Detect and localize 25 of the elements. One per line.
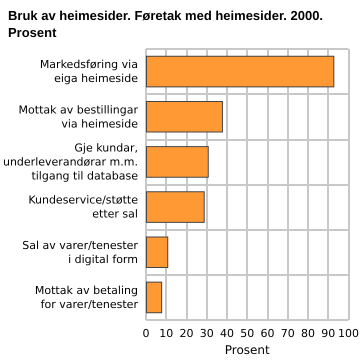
x-axis-title: Prosent [224, 343, 270, 357]
bar [146, 146, 209, 178]
bar [146, 100, 223, 133]
bar [146, 191, 205, 223]
x-tick-label: 100 [338, 327, 359, 340]
x-tick-label: 0 [142, 327, 150, 340]
x-tick-label: 70 [280, 327, 295, 340]
bar [146, 236, 168, 268]
y-tick-label: Gje kundar, underleverandørar m.m. tilgang til database [2, 141, 138, 182]
x-tick-label: 50 [240, 327, 254, 340]
y-tick-label: Mottak av betaling for varer/tenester [34, 284, 138, 311]
x-tick-label: 40 [220, 327, 234, 340]
y-tick-label: Markedsføring via eiga heimeside [40, 58, 138, 86]
bar [146, 56, 334, 88]
chart-title: Bruk av heimesider. Føretak med heimesider. 2000. Prosent [8, 8, 324, 40]
x-tick-label: 20 [179, 327, 194, 340]
y-tick-label: Kundeservice/støtte etter sal [28, 194, 138, 221]
x-tick-label: 30 [200, 327, 214, 340]
bar [146, 282, 162, 314]
x-tick-label: 80 [300, 327, 315, 340]
x-tick-label: 10 [159, 327, 174, 340]
y-tick-label: Sal av varer/tenester i digital form [22, 238, 138, 266]
y-tick-label: Mottak av bestillingar via heimeside [18, 103, 138, 130]
x-tick-label: 90 [321, 327, 336, 340]
x-tick-label: 60 [260, 327, 274, 340]
